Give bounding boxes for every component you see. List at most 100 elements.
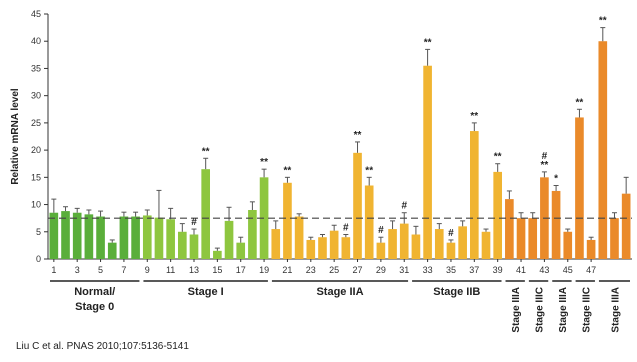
bar bbox=[376, 242, 386, 259]
bar bbox=[551, 190, 561, 259]
bar bbox=[505, 199, 514, 259]
bar bbox=[142, 215, 152, 259]
bar bbox=[621, 193, 631, 259]
bar bbox=[423, 65, 432, 259]
significance-marker: ** bbox=[541, 160, 549, 171]
bar bbox=[434, 229, 444, 259]
bar bbox=[364, 185, 374, 259]
x-tick-label: 45 bbox=[563, 265, 573, 275]
significance-marker: ** bbox=[260, 157, 268, 168]
bar bbox=[294, 216, 304, 259]
y-axis-label: Relative mRNA level bbox=[10, 88, 21, 185]
bar bbox=[189, 234, 199, 259]
significance-marker: # bbox=[401, 201, 407, 212]
bar bbox=[283, 182, 292, 259]
significance-marker: ** bbox=[284, 165, 292, 176]
y-tick-label: 45 bbox=[31, 9, 41, 19]
group-label: Stage IIA bbox=[316, 286, 363, 298]
bar bbox=[610, 218, 619, 259]
bar bbox=[166, 219, 175, 259]
y-tick-label: 35 bbox=[31, 63, 41, 73]
bar bbox=[96, 216, 105, 259]
bar bbox=[575, 117, 584, 259]
significance-marker: # bbox=[378, 225, 384, 236]
bar bbox=[411, 234, 421, 259]
x-tick-label: 13 bbox=[189, 265, 199, 275]
group-label: Stage IIIA bbox=[558, 287, 569, 333]
significance-marker: ** bbox=[354, 130, 362, 141]
x-tick-label: 47 bbox=[586, 265, 596, 275]
y-tick-label: 20 bbox=[31, 145, 41, 155]
bar bbox=[353, 152, 362, 259]
group-label: Stage IIIA bbox=[511, 287, 522, 333]
bar bbox=[516, 218, 526, 259]
bar bbox=[528, 218, 538, 259]
significance-marker: ** bbox=[202, 146, 210, 157]
significance-marker: ** bbox=[365, 165, 373, 176]
bar bbox=[318, 237, 327, 259]
significance-marker: # bbox=[191, 217, 197, 228]
bar bbox=[563, 231, 573, 259]
x-tick-label: 25 bbox=[329, 265, 339, 275]
x-tick-label: 19 bbox=[259, 265, 269, 275]
x-tick-label: 7 bbox=[121, 265, 126, 275]
x-tick-label: 5 bbox=[98, 265, 103, 275]
x-tick-label: 43 bbox=[539, 265, 549, 275]
significance-marker: # bbox=[448, 228, 454, 239]
x-tick-label: 23 bbox=[306, 265, 316, 275]
bar bbox=[271, 229, 281, 259]
bar bbox=[469, 131, 479, 259]
bar bbox=[306, 239, 316, 259]
y-tick-label: 25 bbox=[31, 118, 41, 128]
group-label: Stage 0 bbox=[75, 301, 114, 313]
bar bbox=[598, 41, 608, 259]
bar bbox=[388, 229, 397, 259]
x-tick-label: 3 bbox=[75, 265, 80, 275]
x-tick-label: 31 bbox=[399, 265, 409, 275]
group-label: Stage IIIA bbox=[610, 287, 621, 333]
y-tick-label: 0 bbox=[36, 254, 41, 264]
x-tick-label: 17 bbox=[236, 265, 246, 275]
group-label: Stage IIIC bbox=[535, 287, 546, 333]
significance-marker: ** bbox=[424, 37, 432, 48]
bar bbox=[107, 242, 117, 259]
bar bbox=[131, 216, 140, 259]
bar bbox=[399, 223, 409, 259]
bar bbox=[329, 230, 339, 259]
significance-marker: ** bbox=[599, 16, 607, 27]
y-tick-label: 30 bbox=[31, 91, 41, 101]
x-tick-label: 39 bbox=[493, 265, 503, 275]
bar bbox=[177, 231, 187, 259]
bar bbox=[119, 216, 129, 259]
bar bbox=[154, 217, 164, 259]
bar bbox=[481, 231, 491, 259]
x-tick-label: 1 bbox=[51, 265, 56, 275]
bar bbox=[49, 212, 59, 259]
citation: Liu C et al. PNAS 2010;107:5136-5141 bbox=[16, 341, 189, 352]
x-tick-label: 15 bbox=[212, 265, 222, 275]
y-tick-label: 15 bbox=[31, 172, 41, 182]
x-tick-label: 41 bbox=[516, 265, 526, 275]
bar bbox=[72, 212, 82, 259]
x-tick-label: 21 bbox=[282, 265, 292, 275]
y-tick-label: 10 bbox=[31, 200, 41, 210]
group-label: Stage I bbox=[188, 286, 224, 298]
bar bbox=[458, 226, 467, 259]
x-tick-label: 9 bbox=[145, 265, 150, 275]
bar bbox=[61, 211, 70, 259]
y-tick-label: 5 bbox=[36, 227, 41, 237]
bar bbox=[236, 242, 246, 259]
group-label: Stage IIIC bbox=[581, 287, 592, 333]
x-tick-label: 29 bbox=[376, 265, 386, 275]
x-tick-label: 11 bbox=[166, 265, 175, 275]
significance-marker: ** bbox=[494, 152, 502, 163]
bar bbox=[259, 177, 269, 259]
bar bbox=[213, 250, 222, 259]
group-label: Stage IIB bbox=[433, 286, 480, 298]
significance-marker: # bbox=[542, 151, 548, 162]
bar bbox=[201, 169, 211, 259]
significance-marker: ** bbox=[470, 111, 478, 122]
x-tick-label: 37 bbox=[469, 265, 479, 275]
significance-marker: * bbox=[554, 174, 558, 185]
significance-marker: # bbox=[343, 223, 349, 234]
